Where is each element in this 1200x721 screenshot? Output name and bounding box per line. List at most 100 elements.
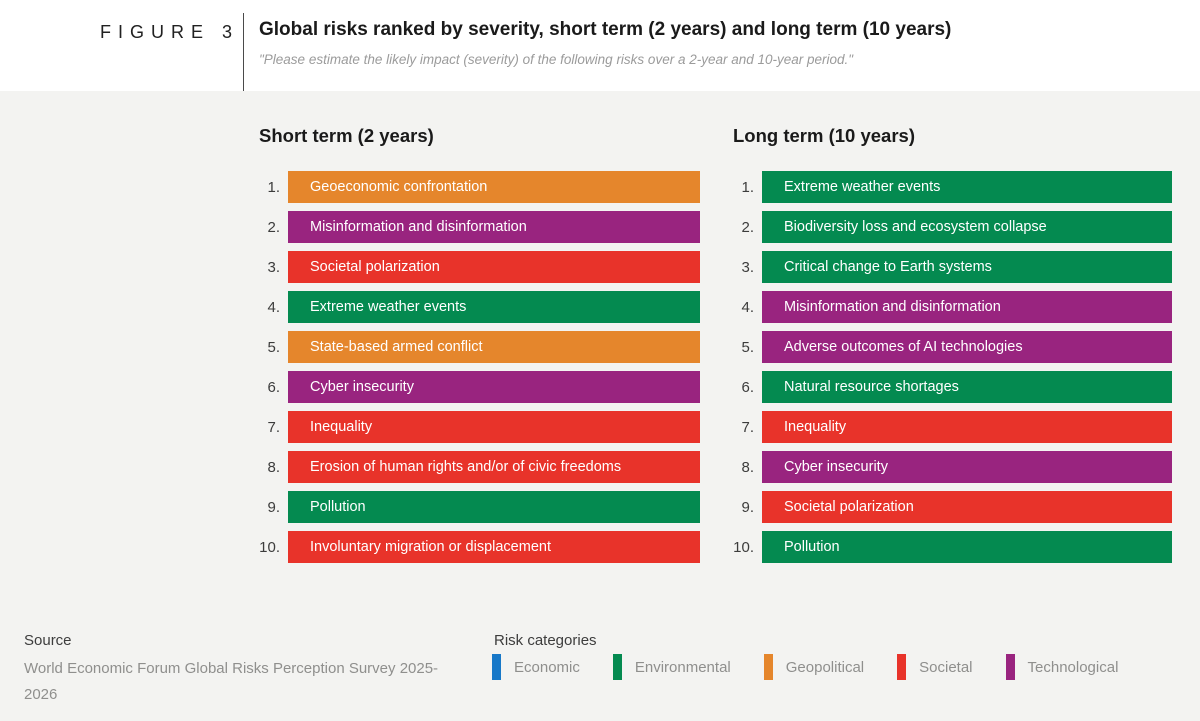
risk-rank: 2.: [267, 218, 280, 236]
legend-item: Societal: [897, 654, 973, 680]
figure-number-label: FIGURE 3: [100, 22, 240, 42]
risk-label: Natural resource shortages: [784, 379, 959, 395]
risk-rank: 6.: [741, 378, 754, 396]
figure-title: Global risks ranked by severity, short t…: [259, 19, 952, 40]
risk-rank: 10.: [733, 538, 754, 556]
risk-row: 5. Adverse outcomes of AI technologies: [718, 331, 1172, 363]
risk-rank: 4.: [741, 298, 754, 316]
risk-row: 2. Misinformation and disinformation: [244, 211, 700, 243]
risk-bar: Erosion of human rights and/or of civic …: [288, 451, 700, 483]
risk-rank: 6.: [267, 378, 280, 396]
risk-bar: Misinformation and disinformation: [762, 291, 1172, 323]
risk-row: 2. Biodiversity loss and ecosystem colla…: [718, 211, 1172, 243]
short-term-rank-list: 1. Geoeconomic confrontation 2. Misinfor…: [244, 171, 700, 563]
risk-row: 9. Pollution: [244, 491, 700, 523]
risk-bar: Critical change to Earth systems: [762, 251, 1172, 283]
risk-label: Involuntary migration or displacement: [310, 539, 551, 555]
risk-row: 6. Cyber insecurity: [244, 371, 700, 403]
risk-categories-legend: Economic Environmental Geopolitical Soci…: [492, 654, 1118, 680]
risk-rank: 2.: [741, 218, 754, 236]
risk-label: State-based armed conflict: [310, 339, 483, 355]
legend-label: Environmental: [634, 658, 731, 676]
risk-bar: Natural resource shortages: [762, 371, 1172, 403]
risk-bar: Extreme weather events: [762, 171, 1172, 203]
risk-bar: Inequality: [762, 411, 1172, 443]
source-label: Source: [24, 632, 72, 649]
risk-rank: 1.: [741, 178, 754, 196]
risk-rank: 7.: [267, 418, 280, 436]
risk-row: 1. Extreme weather events: [718, 171, 1172, 203]
risk-row: 3. Societal polarization: [244, 251, 700, 283]
header-divider: [243, 13, 244, 91]
risk-label: Cyber insecurity: [784, 459, 888, 475]
risk-bar: Biodiversity loss and ecosystem collapse: [762, 211, 1172, 243]
risk-rank: 9.: [267, 498, 280, 516]
risk-rank: 3.: [741, 258, 754, 276]
risk-bar: Adverse outcomes of AI technologies: [762, 331, 1172, 363]
legend-item: Economic: [492, 654, 580, 680]
legend-item: Environmental: [612, 654, 731, 680]
chart-body: Short term (2 years) Long term (10 years…: [0, 91, 1200, 721]
risk-label: Misinformation and disinformation: [784, 299, 1001, 315]
risk-bar: Societal polarization: [288, 251, 700, 283]
risk-label: Extreme weather events: [310, 299, 467, 315]
risk-row: 7. Inequality: [718, 411, 1172, 443]
risk-rank: 8.: [267, 458, 280, 476]
legend-color-chip: [612, 654, 622, 680]
risk-label: Erosion of human rights and/or of civic …: [310, 459, 622, 475]
legend-label: Economic: [514, 658, 580, 676]
risk-label: Geoeconomic confrontation: [310, 179, 488, 195]
risk-bar: Cyber insecurity: [288, 371, 700, 403]
figure-subtitle: "Please estimate the likely impact (seve…: [259, 52, 854, 67]
risk-row: 5. State-based armed conflict: [244, 331, 700, 363]
risk-rank: 7.: [741, 418, 754, 436]
risk-label: Adverse outcomes of AI technologies: [784, 339, 1023, 355]
risk-row: 10. Pollution: [718, 531, 1172, 563]
risk-rank: 8.: [741, 458, 754, 476]
risk-label: Societal polarization: [784, 499, 914, 515]
risk-label: Biodiversity loss and ecosystem collapse: [784, 219, 1047, 235]
risk-label: Extreme weather events: [784, 179, 941, 195]
figure-header: FIGURE 3 Global risks ranked by severity…: [0, 0, 1200, 91]
column-header-long-term: Long term (10 years): [733, 125, 915, 146]
legend-color-chip: [1005, 654, 1015, 680]
risk-row: 4. Misinformation and disinformation: [718, 291, 1172, 323]
legend-color-chip: [492, 654, 501, 680]
risk-bar: Societal polarization: [762, 491, 1172, 523]
legend-title: Risk categories: [494, 632, 597, 649]
risk-bar: Extreme weather events: [288, 291, 700, 323]
legend-color-chip: [897, 654, 907, 680]
risk-row: 1. Geoeconomic confrontation: [244, 171, 700, 203]
legend-item: Geopolitical: [763, 654, 865, 680]
legend-label: Geopolitical: [785, 658, 865, 676]
risk-label: Societal polarization: [310, 259, 440, 275]
risk-rank: 5.: [741, 338, 754, 356]
risk-rank: 5.: [267, 338, 280, 356]
column-header-short-term: Short term (2 years): [259, 125, 434, 146]
risk-row: 6. Natural resource shortages: [718, 371, 1172, 403]
risk-bar: Involuntary migration or displacement: [288, 531, 700, 563]
legend-item: Technological: [1005, 654, 1118, 680]
risk-row: 10. Involuntary migration or displacemen…: [244, 531, 700, 563]
risk-label: Pollution: [784, 539, 840, 555]
risk-rank: 9.: [741, 498, 754, 516]
risk-bar: State-based armed conflict: [288, 331, 700, 363]
long-term-rank-list: 1. Extreme weather events 2. Biodiversit…: [718, 171, 1172, 563]
risk-label: Inequality: [784, 419, 847, 435]
risk-label: Inequality: [310, 419, 373, 435]
risk-label: Pollution: [310, 499, 366, 515]
risk-row: 9. Societal polarization: [718, 491, 1172, 523]
risk-rank: 1.: [267, 178, 280, 196]
risk-bar: Cyber insecurity: [762, 451, 1172, 483]
legend-color-chip: [763, 654, 773, 680]
risk-row: 8. Erosion of human rights and/or of civ…: [244, 451, 700, 483]
source-text: World Economic Forum Global Risks Percep…: [24, 660, 439, 703]
risk-bar: Geoeconomic confrontation: [288, 171, 700, 203]
risk-bar: Misinformation and disinformation: [288, 211, 700, 243]
risk-rank: 10.: [259, 538, 280, 556]
risk-bar: Inequality: [288, 411, 700, 443]
risk-row: 3. Critical change to Earth systems: [718, 251, 1172, 283]
risk-rank: 3.: [267, 258, 280, 276]
risk-row: 4. Extreme weather events: [244, 291, 700, 323]
risk-label: Cyber insecurity: [310, 379, 414, 395]
